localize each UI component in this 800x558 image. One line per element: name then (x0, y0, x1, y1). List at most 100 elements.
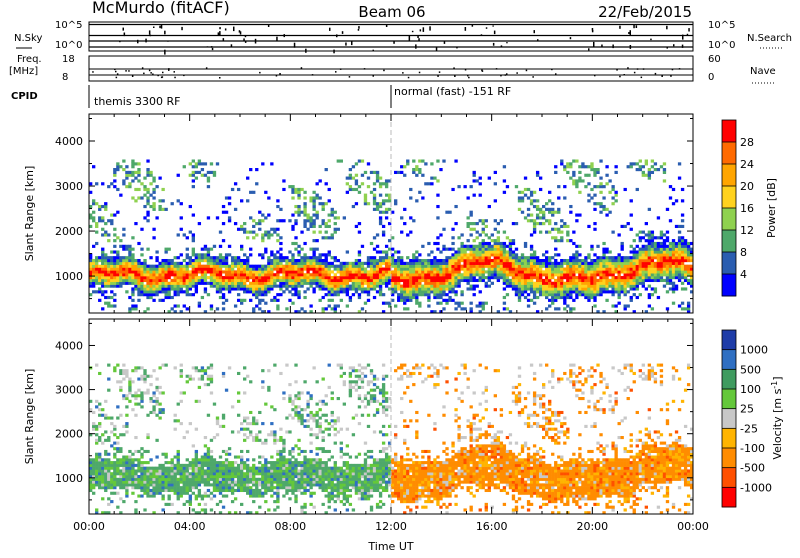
echo-cell (397, 279, 400, 282)
echo-cell (545, 270, 548, 273)
echo-cell (252, 282, 255, 285)
echo-cell (104, 296, 107, 299)
echo-cell (137, 458, 140, 461)
echo-cell (630, 296, 633, 299)
echo-cell (675, 248, 678, 251)
echo-cell (560, 162, 563, 165)
echo-cell (177, 461, 180, 464)
echo-cell (219, 268, 222, 271)
echo-cell (101, 461, 104, 464)
echo-cell (216, 478, 219, 481)
echo-cell (273, 273, 276, 276)
echo-cell (125, 185, 128, 188)
nsky-label: N.Sky (14, 33, 42, 44)
echo-cell (621, 276, 624, 279)
echo-cell (306, 268, 309, 271)
echo-cell (605, 299, 608, 302)
echo-cell (397, 270, 400, 273)
echo-cell (630, 256, 633, 259)
echo-cell (681, 265, 684, 268)
echo-cell (463, 307, 466, 310)
echo-cell (370, 259, 373, 262)
echo-cell (303, 279, 306, 282)
echo-cell (470, 248, 473, 251)
echo-cell (158, 417, 161, 420)
echo-cell (210, 467, 213, 470)
echo-cell (228, 202, 231, 205)
echo-cell (618, 296, 621, 299)
echo-cell (140, 248, 143, 251)
echo-cell (409, 293, 412, 296)
echo-cell (180, 364, 183, 367)
echo-cell (415, 287, 418, 290)
echo-cell (503, 191, 506, 194)
echo-cell (161, 486, 164, 489)
echo-cell (207, 467, 210, 470)
echo-cell (412, 268, 415, 271)
echo-cell (445, 282, 448, 285)
echo-cell (587, 174, 590, 177)
echo-cell (219, 245, 222, 248)
echo-cell (605, 250, 608, 253)
echo-cell (494, 259, 497, 262)
echo-cell (563, 222, 566, 225)
echo-cell (494, 171, 497, 174)
echo-cell (207, 447, 210, 450)
echo-cell (146, 196, 149, 199)
echo-cell (454, 253, 457, 256)
echo-cell (246, 265, 249, 268)
echo-cell (237, 279, 240, 282)
echo-cell (352, 276, 355, 279)
echo-cell (116, 270, 119, 273)
echo-cell (385, 259, 388, 262)
echo-cell (240, 503, 243, 506)
echo-cell (482, 307, 485, 310)
echo-cell (367, 162, 370, 165)
echo-cell (195, 472, 198, 475)
echo-cell (128, 389, 131, 392)
echo-cell (533, 270, 536, 273)
echo-cell (207, 378, 210, 381)
echo-cell (560, 268, 563, 271)
echo-cell (491, 268, 494, 271)
echo-cell (633, 273, 636, 276)
echo-cell (473, 194, 476, 197)
echo-cell (545, 250, 548, 253)
echo-cell (125, 397, 128, 400)
echo-cell (125, 472, 128, 475)
echo-cell (590, 279, 593, 282)
echo-cell (294, 219, 297, 222)
echo-cell (524, 287, 527, 290)
echo-cell (506, 245, 509, 248)
echo-cell (545, 290, 548, 293)
echo-cell (131, 174, 134, 177)
echo-cell (183, 467, 186, 470)
echo-cell (361, 307, 364, 310)
echo-cell (186, 236, 189, 239)
echo-cell (584, 174, 587, 177)
echo-cell (343, 262, 346, 265)
echo-cell (125, 171, 128, 174)
echo-cell (605, 248, 608, 251)
echo-cell (657, 250, 660, 253)
echo-cell (482, 245, 485, 248)
echo-cell (158, 199, 161, 202)
echo-cell (611, 287, 614, 290)
echo-cell (494, 248, 497, 251)
echo-cell (596, 285, 599, 288)
echo-cell (225, 461, 228, 464)
echo-cell (140, 469, 143, 472)
echo-cell (146, 248, 149, 251)
echo-cell (152, 276, 155, 279)
echo-cell (119, 165, 122, 168)
echo-cell (663, 239, 666, 242)
echo-cell (578, 279, 581, 282)
echo-cell (403, 285, 406, 288)
echo-cell (454, 270, 457, 273)
echo-cell (611, 276, 614, 279)
echo-cell (171, 458, 174, 461)
echo-cell (137, 464, 140, 467)
echo-cell (171, 259, 174, 262)
echo-cell (113, 492, 116, 495)
echo-cell (651, 273, 654, 276)
